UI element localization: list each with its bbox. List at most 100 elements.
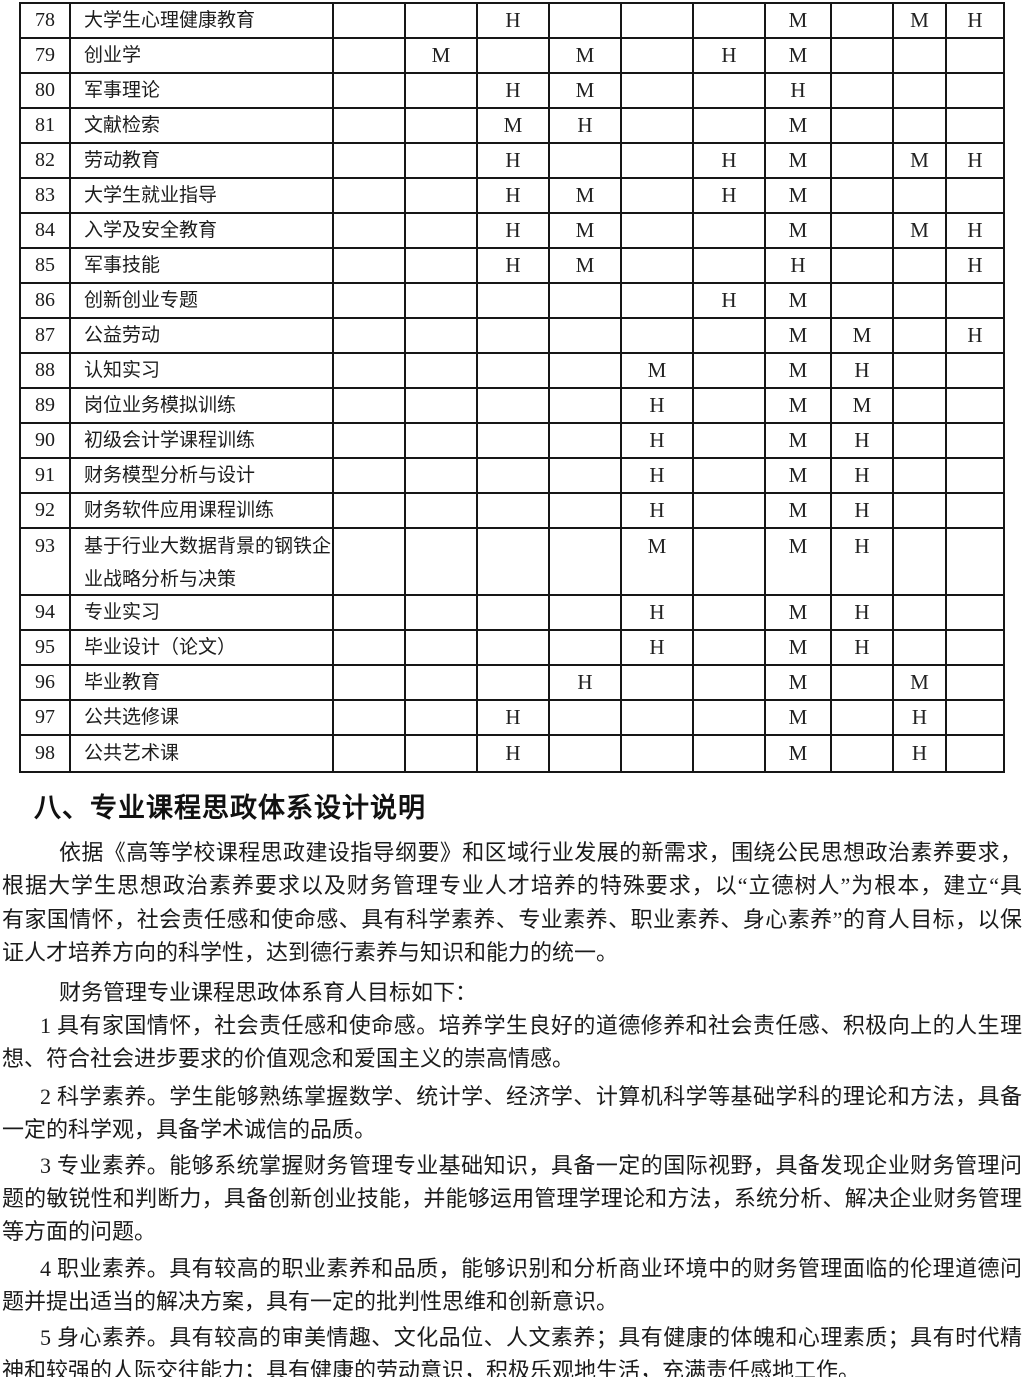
mark-cell: M <box>894 4 947 37</box>
mark-cell <box>894 74 947 107</box>
text-line: 1 具有家国情怀，社会责任感和使命感。培养学生良好的道德修养和社会责任感、积极向… <box>40 1013 1022 1039</box>
mark-cell <box>406 494 478 527</box>
mark-cell <box>894 354 947 387</box>
mark-cell <box>334 39 406 72</box>
text-line: 想、符合社会进步要求的价值观念和爱国主义的崇高情感。 <box>2 1046 575 1072</box>
mark-cell <box>947 354 1003 387</box>
row-number-cell: 92 <box>21 494 71 527</box>
mark-cell <box>334 144 406 177</box>
mark-cell <box>334 109 406 142</box>
course-name-cell: 毕业教育 <box>71 666 334 699</box>
row-number-cell: 83 <box>21 179 71 212</box>
mark-cell <box>334 74 406 107</box>
mark-cell <box>694 4 766 37</box>
mark-cell <box>478 284 550 317</box>
mark-cell <box>894 459 947 492</box>
row-number-cell: 86 <box>21 284 71 317</box>
mark-cell <box>622 179 694 212</box>
mark-cell <box>406 389 478 422</box>
table-row: 80 军事理论 H M H <box>21 74 1003 109</box>
mark-cell <box>832 249 894 282</box>
table-row: 93 基于行业大数据背景的钢铁企业战略分析与决策 M M H <box>21 529 1003 596</box>
table-row: 79 创业学 M M H M <box>21 39 1003 74</box>
mark-cell <box>406 529 478 594</box>
mark-cell: M <box>832 319 894 352</box>
mark-cell: M <box>766 214 832 247</box>
text-line: 神和较强的人际交往能力；具有健康的劳动意识，积极乐观地生活，充满责任感地工作。 <box>2 1358 861 1377</box>
mark-cell: M <box>894 214 947 247</box>
mark-cell: M <box>766 701 832 734</box>
table-row: 88 认知实习 M M H <box>21 354 1003 389</box>
mark-cell: H <box>832 354 894 387</box>
mark-cell <box>334 631 406 664</box>
mark-cell <box>406 214 478 247</box>
mark-cell <box>406 319 478 352</box>
mark-cell <box>832 109 894 142</box>
body-paragraph: 5 身心素养。具有较高的审美情趣、文化品位、人文素养；具有健康的体魄和心理素质；… <box>2 1321 1022 1377</box>
mark-cell <box>478 666 550 699</box>
mark-cell <box>478 39 550 72</box>
row-number-cell: 81 <box>21 109 71 142</box>
mark-cell <box>947 631 1003 664</box>
mark-cell: M <box>766 736 832 771</box>
mark-cell: M <box>550 74 622 107</box>
mark-cell <box>478 424 550 457</box>
row-number-cell: 95 <box>21 631 71 664</box>
mark-cell <box>947 109 1003 142</box>
mark-cell: M <box>766 4 832 37</box>
mark-cell <box>694 701 766 734</box>
mark-cell: M <box>766 284 832 317</box>
mark-cell <box>832 74 894 107</box>
body-paragraph: 财务管理专业课程思政体系育人目标如下： <box>2 976 1022 1009</box>
body-paragraph: 1 具有家国情怀，社会责任感和使命感。培养学生良好的道德修养和社会责任感、积极向… <box>2 1009 1022 1076</box>
mark-cell <box>406 459 478 492</box>
mark-cell <box>406 736 478 771</box>
mark-cell <box>334 596 406 629</box>
course-name-cell: 公共选修课 <box>71 701 334 734</box>
mark-cell <box>622 736 694 771</box>
mark-cell: H <box>622 389 694 422</box>
text-line: 证人才培养方向的科学性，达到德行素养与知识和能力的统一。 <box>2 940 619 966</box>
mark-cell <box>334 179 406 212</box>
mark-cell <box>622 214 694 247</box>
mark-cell <box>406 4 478 37</box>
mark-cell: M <box>550 249 622 282</box>
mark-cell: M <box>478 109 550 142</box>
course-name-cell: 初级会计学课程训练 <box>71 424 334 457</box>
mark-cell <box>894 631 947 664</box>
table-row: 78 大学生心理健康教育 H M M H <box>21 4 1003 39</box>
mark-cell <box>406 109 478 142</box>
mark-cell: M <box>766 109 832 142</box>
mark-cell: H <box>832 529 894 594</box>
mark-cell <box>894 494 947 527</box>
mark-cell <box>334 389 406 422</box>
mark-cell <box>694 249 766 282</box>
mark-cell <box>894 389 947 422</box>
mark-cell: H <box>766 74 832 107</box>
row-number-cell: 89 <box>21 389 71 422</box>
mark-cell: M <box>550 214 622 247</box>
mark-cell <box>334 214 406 247</box>
mark-cell: H <box>478 214 550 247</box>
row-number-cell: 82 <box>21 144 71 177</box>
mark-cell <box>334 701 406 734</box>
mark-cell: M <box>894 666 947 699</box>
mark-cell <box>947 179 1003 212</box>
mark-cell <box>622 666 694 699</box>
mark-cell <box>406 284 478 317</box>
section-heading: 八、专业课程思政体系设计说明 <box>34 793 426 823</box>
row-number-cell: 97 <box>21 701 71 734</box>
mark-cell <box>832 179 894 212</box>
table-row: 95 毕业设计（论文） H M H <box>21 631 1003 666</box>
mark-cell <box>694 666 766 699</box>
course-name-cell: 军事技能 <box>71 249 334 282</box>
row-number-cell: 96 <box>21 666 71 699</box>
mark-cell <box>478 596 550 629</box>
mark-cell <box>334 354 406 387</box>
body-text: 依据《高等学校课程思政建设指导纲要》和区域行业发展的新需求，围绕公民思想政治素养… <box>2 836 1022 1377</box>
mark-cell: H <box>622 424 694 457</box>
mark-cell <box>550 144 622 177</box>
mark-cell <box>694 596 766 629</box>
text-line: 题并提出适当的解决方案，具有一定的批判性思维和创新意识。 <box>2 1289 619 1315</box>
text-line: 有家国情怀，社会责任感和使命感、具有科学素养、专业素养、职业素养、身心素养”的育… <box>2 906 1022 932</box>
